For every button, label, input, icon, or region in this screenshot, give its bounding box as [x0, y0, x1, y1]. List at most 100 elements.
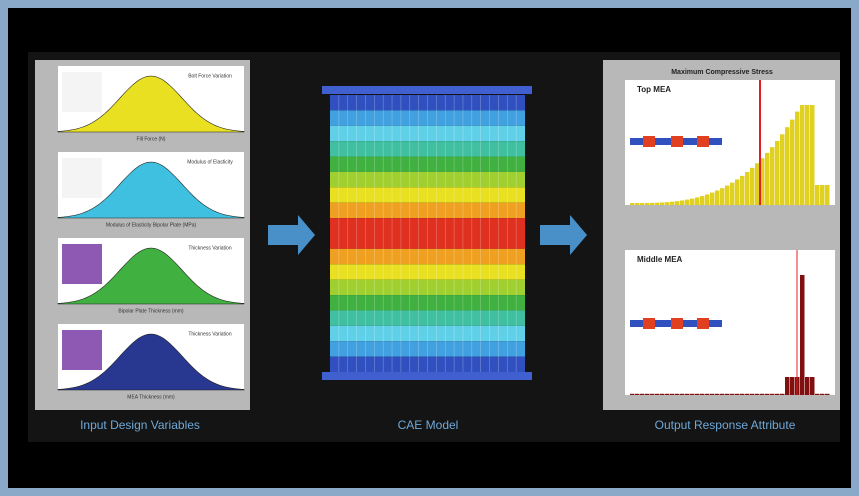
hist-bar: [715, 393, 720, 395]
hist-bar: [680, 200, 685, 205]
hist-bar: [665, 202, 670, 205]
hist-bar: [785, 377, 790, 395]
density-curve: [57, 247, 245, 305]
hist-bar: [655, 202, 660, 205]
hist-bar: [720, 188, 725, 205]
hist-bar: [690, 198, 695, 205]
inset: [62, 244, 102, 284]
arrow: [540, 215, 587, 255]
hist-bar: [665, 393, 670, 395]
hist-bar: [770, 147, 775, 205]
stripe: [330, 325, 525, 342]
note: Bolt Force Variation: [188, 73, 232, 79]
hist-bar: [725, 393, 730, 395]
note: Modulus of Elasticity: [187, 159, 233, 165]
hist-bar: [760, 158, 765, 205]
inset: [62, 158, 102, 198]
hist-bar: [725, 185, 730, 205]
density-curve: [57, 333, 245, 391]
hist-bar: [735, 179, 740, 205]
hist-bar: [750, 393, 755, 395]
hist-bar: [670, 201, 675, 205]
hist-bar: [795, 111, 800, 205]
hist-bar: [820, 393, 825, 395]
hist-bar: [660, 202, 665, 205]
hist-bar: [635, 393, 640, 395]
density-curve: [57, 75, 245, 133]
stripe: [330, 171, 525, 188]
hist-bar: [685, 393, 690, 395]
mea-block: [643, 318, 655, 329]
hist-bar: [705, 194, 710, 205]
hist-bar: [695, 393, 700, 395]
note: Thickness Variation: [188, 245, 231, 251]
mea-block: [671, 318, 683, 329]
hist-bar: [815, 393, 820, 395]
hist-bar: [670, 393, 675, 395]
caption: CAE Model: [398, 418, 459, 432]
note: Thickness Variation: [188, 331, 231, 337]
hist-bar: [740, 393, 745, 395]
hist-bar: [755, 393, 760, 395]
end-plate: [322, 86, 532, 94]
hist-bar: [720, 393, 725, 395]
hist-bar: [745, 172, 750, 205]
hist-bar: [785, 127, 790, 205]
stripe: [330, 341, 525, 357]
stripe: [330, 141, 525, 157]
hist-bar: [700, 393, 705, 395]
mea-block: [671, 136, 683, 147]
stripe: [330, 310, 525, 326]
hist-bar: [675, 393, 680, 395]
hist-bar: [790, 119, 795, 205]
stripe: [330, 218, 525, 234]
hist-bar: [650, 202, 655, 205]
hist-bar: [715, 190, 720, 205]
hist-bar: [805, 377, 810, 395]
right-title: Maximum Compressive Stress: [671, 69, 773, 76]
hist-bar: [675, 201, 680, 205]
hist-bar: [755, 163, 760, 205]
hist-bar: [820, 185, 825, 205]
stripe: [330, 264, 525, 280]
inset: [62, 330, 102, 370]
hist-bar: [640, 202, 645, 205]
hist-bar: [765, 393, 770, 395]
hist-bar: [805, 105, 810, 205]
hist-bar: [730, 182, 735, 205]
hist-bar: [810, 377, 815, 395]
hist-bar: [800, 275, 805, 395]
hist-bar: [645, 202, 650, 205]
stripe: [330, 202, 525, 219]
mea-block: [697, 136, 709, 147]
hist-bar: [815, 185, 820, 205]
hist-bar: [695, 197, 700, 205]
hist-bar: [700, 196, 705, 205]
stripe: [330, 248, 525, 265]
hist-bar: [660, 393, 665, 395]
hist-bar: [825, 185, 830, 205]
inset: [62, 72, 102, 112]
hist-bar: [705, 393, 710, 395]
stripe: [330, 279, 525, 296]
hist-bar: [640, 393, 645, 395]
hist-bar: [780, 134, 785, 205]
hist-bar: [750, 167, 755, 205]
x-label: MEA Thickness (mm): [127, 394, 175, 400]
stripe: [330, 125, 525, 142]
hist-bar: [690, 393, 695, 395]
stripe: [330, 356, 525, 372]
x-label: Bipolar Plate Thickness (mm): [118, 308, 184, 314]
caption: Input Design Variables: [80, 418, 200, 432]
hist-bar: [680, 393, 685, 395]
hist-bar: [735, 393, 740, 395]
hist-bar: [685, 199, 690, 205]
mea-block: [643, 136, 655, 147]
hist-bar: [770, 393, 775, 395]
hist-bar: [710, 393, 715, 395]
stripe: [330, 233, 525, 249]
hist-bar: [760, 393, 765, 395]
hist-bar: [765, 152, 770, 205]
hist-bar: [630, 203, 635, 205]
